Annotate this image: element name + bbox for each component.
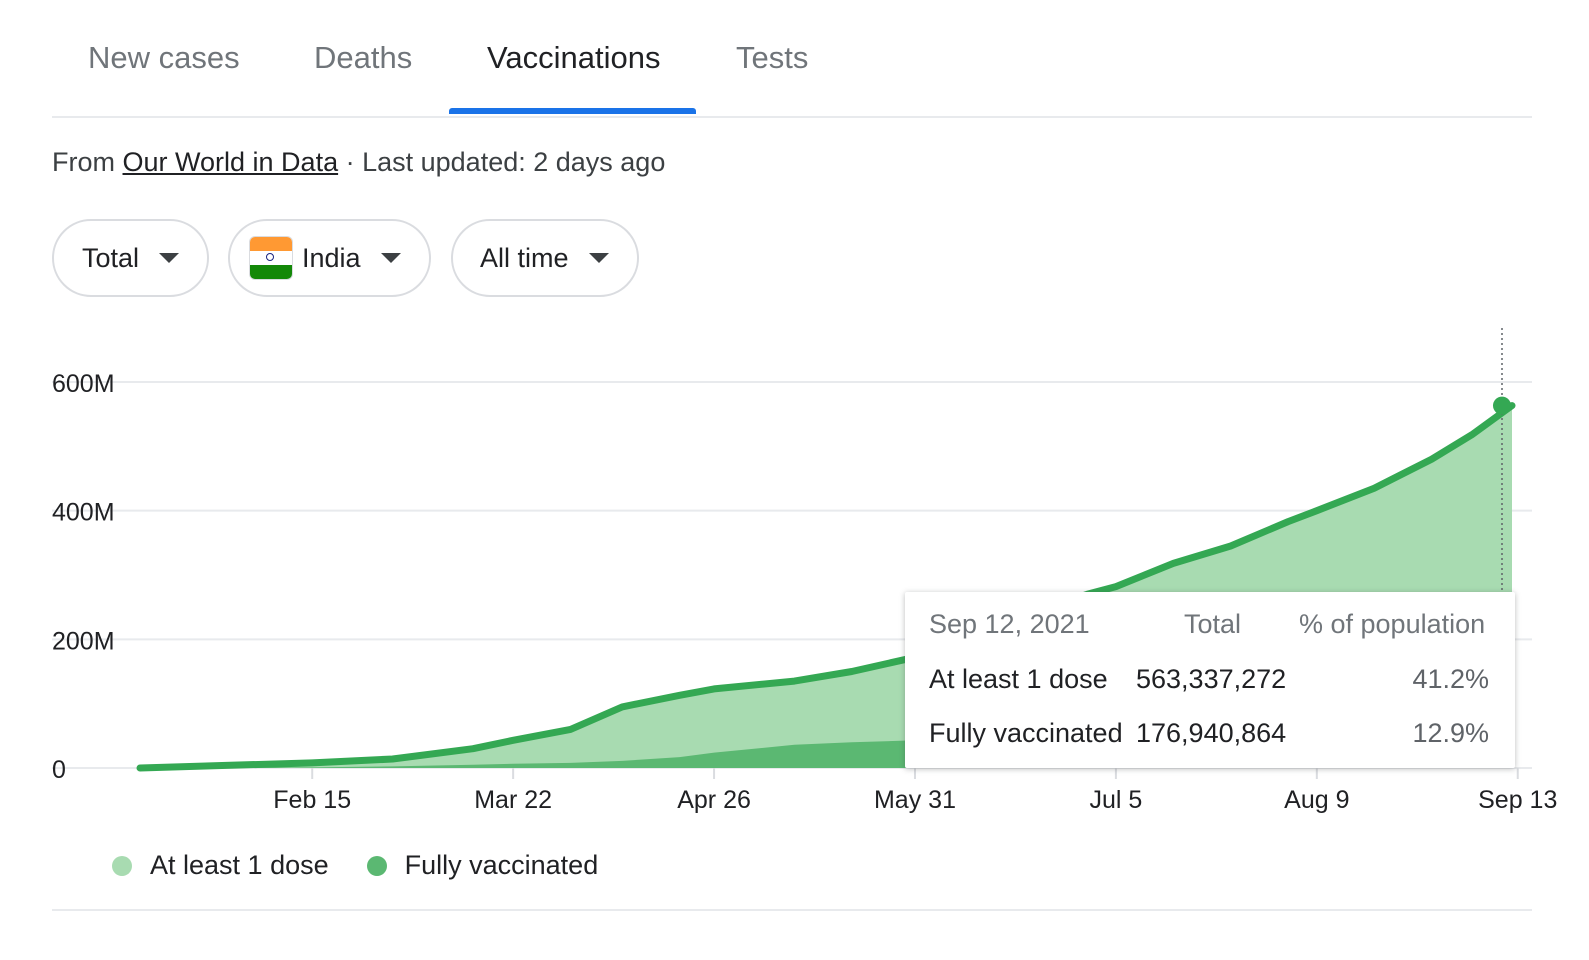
metric-dropdown[interactable]: Total [52,219,209,297]
legend-full-swatch [366,855,387,876]
tooltip-row-dose1-label: At least 1 dose [929,664,1108,694]
tab-bar: New cases Deaths Vaccinations Tests [52,0,1532,118]
x-tick-label: May 31 [874,786,956,814]
caret-down-icon [380,253,401,263]
country-value: India [302,242,361,273]
y-tick-label: 600M [52,370,115,398]
active-tab-indicator [449,108,696,114]
flag-band-saffron [250,237,292,252]
tab-new-cases[interactable]: New cases [88,40,240,75]
tooltip-row-full-total: 176,940,864 [1136,718,1287,748]
x-tick-label: Mar 22 [474,786,552,814]
hover-point-dose1 [1493,396,1511,415]
tooltip-col-pct: % of population [1299,609,1486,639]
chart-tooltip: Sep 12, 2021 Total % of population At le… [905,592,1515,768]
flag-band-green [250,264,292,279]
caret-down-icon [588,253,609,263]
legend-dose1-label: At least 1 dose [150,850,329,880]
tab-deaths[interactable]: Deaths [314,40,413,75]
source-link[interactable]: Our World in Data [122,147,339,177]
legend-full-label: Fully vaccinated [404,850,599,880]
tab-tests[interactable]: Tests [736,40,809,75]
bottom-divider [52,909,1532,911]
flag-chakra [266,253,274,261]
x-tick-label: Apr 26 [677,786,751,814]
tooltip-row-full-label: Fully vaccinated [929,718,1123,748]
source-prefix: From [52,147,115,177]
x-tick-label: Feb 15 [273,786,351,814]
legend-dose1-swatch [112,855,132,876]
x-tick-label: Sep 13 [1478,786,1557,814]
tooltip-row-dose1-total: 563,337,272 [1136,664,1287,694]
country-dropdown[interactable]: India [228,219,431,297]
y-tick-label: 0 [52,756,66,784]
tooltip-col-total: Total [1184,609,1242,639]
x-tick-label: Jul 5 [1089,786,1142,814]
chart-legend: At least 1 dose Fully vaccinated [112,850,598,881]
range-dropdown[interactable]: All time [451,219,639,297]
tooltip-date: Sep 12, 2021 [929,609,1090,639]
metric-value: Total [82,242,140,273]
source-line: From Our World in Data · Last updated: 2… [52,147,665,178]
tooltip-row-dose1-pct: 41.2% [1412,664,1489,694]
range-value: All time [480,242,569,273]
tab-vaccinations[interactable]: Vaccinations [487,40,661,75]
y-tick-label: 400M [52,499,115,527]
last-updated: · Last updated: 2 days ago [345,147,666,177]
tooltip-row-full-pct: 12.9% [1412,718,1489,748]
y-tick-label: 200M [52,627,115,655]
india-flag-icon [250,237,292,279]
x-tick-label: Aug 9 [1284,786,1349,814]
caret-down-icon [159,253,180,263]
